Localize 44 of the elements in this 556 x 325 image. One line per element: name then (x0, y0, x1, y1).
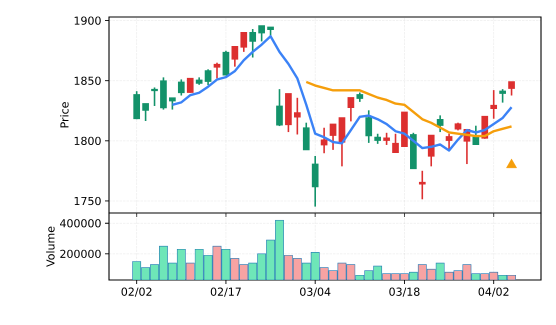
y-tick-label: 1850 (74, 76, 101, 85)
candlestick (508, 80, 515, 96)
y-axis-title: Volume (46, 226, 55, 267)
candlestick (204, 68, 212, 86)
y-tick-label: 1800 (74, 136, 101, 146)
candlestick (356, 92, 364, 103)
candlestick (499, 88, 506, 104)
y-tick-label: 1900 (74, 16, 101, 25)
x-tick-label: 04/02 (478, 288, 508, 297)
y-tick-label: 1750 (74, 196, 101, 206)
candlestick (186, 78, 194, 94)
candlestick (418, 170, 426, 200)
candlestick (169, 97, 176, 110)
candlestick (392, 132, 399, 154)
candlestick (232, 46, 238, 68)
candlestick (151, 86, 158, 107)
candlestick (249, 28, 256, 58)
x-tick-label: 02/17 (210, 288, 241, 297)
candlestick (374, 132, 382, 145)
candlestick (214, 62, 220, 80)
candlestick (294, 97, 301, 136)
candlestick (383, 132, 390, 146)
candlestick (178, 78, 185, 96)
candlestick (446, 132, 452, 152)
candlestick (240, 32, 248, 53)
candlestick (222, 50, 230, 76)
candlestick (490, 89, 498, 120)
candlestick (320, 126, 328, 154)
candlestick (312, 155, 319, 208)
candlestick (302, 122, 310, 151)
candlestick (348, 96, 354, 122)
y-axis-title: Price (60, 102, 69, 128)
candlestick (365, 110, 372, 144)
candlestick (436, 114, 444, 133)
x-tick-label: 03/18 (389, 288, 420, 297)
y-tick-label: 400000 (60, 219, 101, 228)
candlestick (258, 24, 265, 42)
y-tick-label: 200000 (60, 250, 101, 258)
x-tick-label: 03/04 (300, 288, 330, 297)
candlestick (330, 123, 336, 151)
candlestick (142, 102, 149, 122)
candlestick (472, 124, 480, 146)
x-tick-label: 02/02 (122, 288, 152, 297)
candlestick (276, 88, 283, 127)
